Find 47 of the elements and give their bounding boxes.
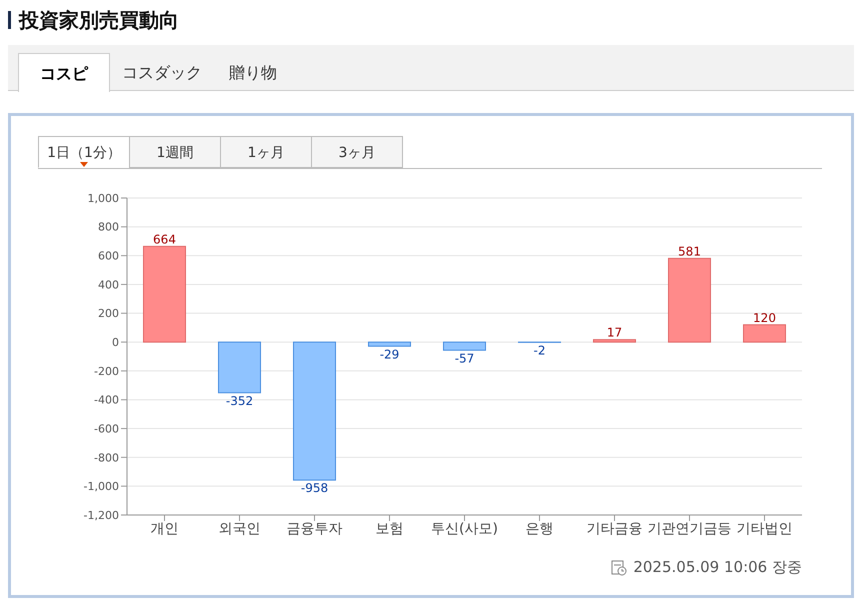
x-tick-label: 외국인 bbox=[218, 520, 260, 537]
data-label: -29 bbox=[380, 347, 400, 362]
y-tick-label: 200 bbox=[98, 307, 119, 320]
x-tick-label: 개인 bbox=[150, 520, 178, 537]
chart-title: 投資家別売買動向 bbox=[19, 6, 179, 34]
text: 3ヶ月 bbox=[311, 136, 403, 168]
text: コスダック bbox=[122, 62, 202, 84]
text: 1ヶ月 bbox=[220, 136, 312, 168]
x-tick-label: 투신(사모) bbox=[431, 520, 498, 537]
y-tick-label: 600 bbox=[98, 250, 119, 263]
y-tick-label: 400 bbox=[98, 278, 119, 292]
y-tick-label: -200 bbox=[94, 364, 119, 378]
bar bbox=[143, 246, 186, 343]
x-tick-label: 기타법인 bbox=[736, 520, 792, 537]
bar bbox=[218, 342, 261, 394]
data-label: -2 bbox=[534, 343, 546, 358]
x-tick-label: 기관연기금등 bbox=[648, 520, 732, 537]
x-tick-label: 기타금융 bbox=[586, 520, 642, 537]
data-label: 664 bbox=[153, 232, 176, 246]
y-tick-label: -800 bbox=[94, 451, 119, 464]
data-label: 120 bbox=[753, 310, 776, 325]
data-label: -958 bbox=[300, 481, 328, 496]
bar bbox=[743, 324, 786, 343]
text: コスピ bbox=[18, 53, 110, 92]
bar bbox=[293, 342, 336, 481]
y-tick-label: -1,200 bbox=[84, 508, 119, 522]
text: 贈り物 bbox=[229, 62, 277, 84]
bar bbox=[443, 342, 486, 351]
y-tick-label: 800 bbox=[98, 220, 119, 234]
y-tick-label: -400 bbox=[94, 394, 119, 407]
y-tick-label: 1,000 bbox=[88, 192, 119, 205]
x-tick-label: 은행 bbox=[526, 520, 554, 537]
y-tick-label: 0 bbox=[112, 336, 119, 349]
data-label: 17 bbox=[606, 326, 622, 340]
bar bbox=[593, 339, 636, 343]
bar bbox=[668, 258, 711, 343]
data-label: 581 bbox=[678, 244, 701, 258]
x-tick-label: 금융투자 bbox=[286, 520, 342, 537]
x-tick-label: 보험 bbox=[376, 520, 404, 537]
bar bbox=[368, 342, 411, 347]
data-label: -352 bbox=[226, 394, 254, 408]
data-label: -57 bbox=[454, 351, 474, 366]
text: 1週間 bbox=[129, 136, 221, 168]
y-tick-label: -600 bbox=[94, 422, 119, 436]
text: 1日（1分） bbox=[38, 136, 130, 168]
text: 2025.05.09 10:06 장중 bbox=[633, 558, 802, 577]
y-tick-label: -1,000 bbox=[84, 480, 119, 494]
